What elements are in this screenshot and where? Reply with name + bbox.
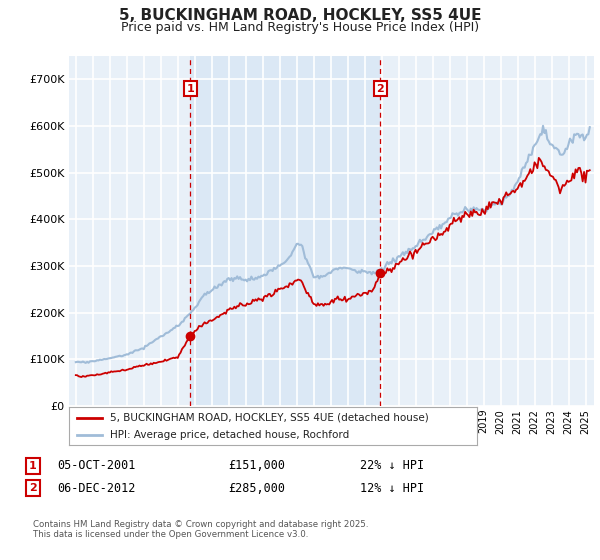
Text: 5, BUCKINGHAM ROAD, HOCKLEY, SS5 4UE (detached house): 5, BUCKINGHAM ROAD, HOCKLEY, SS5 4UE (de… — [110, 413, 428, 423]
Text: 12% ↓ HPI: 12% ↓ HPI — [360, 482, 424, 495]
Text: £151,000: £151,000 — [228, 459, 285, 473]
Text: 22% ↓ HPI: 22% ↓ HPI — [360, 459, 424, 473]
Text: Contains HM Land Registry data © Crown copyright and database right 2025.
This d: Contains HM Land Registry data © Crown c… — [33, 520, 368, 539]
Text: 2: 2 — [376, 83, 384, 94]
Text: 06-DEC-2012: 06-DEC-2012 — [57, 482, 136, 495]
Text: 2: 2 — [29, 483, 37, 493]
Text: Price paid vs. HM Land Registry's House Price Index (HPI): Price paid vs. HM Land Registry's House … — [121, 21, 479, 34]
Bar — [190, 56, 380, 406]
Text: HPI: Average price, detached house, Rochford: HPI: Average price, detached house, Roch… — [110, 430, 349, 440]
Text: 1: 1 — [187, 83, 194, 94]
Text: 1: 1 — [29, 461, 37, 471]
Text: 05-OCT-2001: 05-OCT-2001 — [57, 459, 136, 473]
Text: £285,000: £285,000 — [228, 482, 285, 495]
Text: 5, BUCKINGHAM ROAD, HOCKLEY, SS5 4UE: 5, BUCKINGHAM ROAD, HOCKLEY, SS5 4UE — [119, 8, 481, 24]
